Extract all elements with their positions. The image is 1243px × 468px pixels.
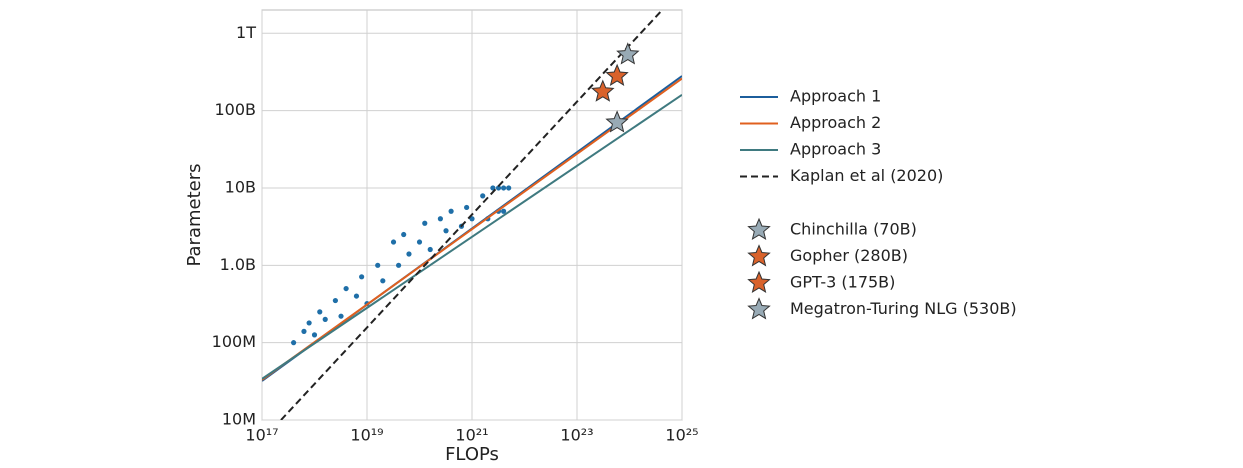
scatter-point bbox=[317, 309, 323, 315]
scatter-point bbox=[469, 216, 475, 222]
scatter-point bbox=[396, 262, 402, 268]
scatter-point bbox=[437, 216, 443, 222]
series-line bbox=[262, 94, 682, 380]
scatter-point bbox=[301, 328, 307, 334]
legend-swatch bbox=[747, 297, 771, 320]
y-tick-label: 1.0B bbox=[220, 255, 256, 274]
scatter-point bbox=[501, 208, 507, 214]
legend-swatch bbox=[747, 217, 771, 240]
scatter-point bbox=[338, 313, 344, 319]
y-tick-label: 1T bbox=[236, 23, 256, 42]
scatter-point bbox=[448, 208, 454, 214]
scatter-point bbox=[406, 251, 412, 257]
scatter-point bbox=[311, 332, 318, 338]
x-tick-label: 10²⁵ bbox=[665, 426, 698, 445]
scatter-point bbox=[359, 274, 365, 280]
y-tick-label: 100B bbox=[214, 100, 256, 119]
scatter-point bbox=[322, 316, 328, 322]
scatter-point bbox=[416, 239, 423, 245]
y-tick-label: 10B bbox=[225, 177, 256, 196]
x-tick-label: 10²³ bbox=[560, 426, 593, 445]
legend-label: Chinchilla (70B) bbox=[790, 220, 917, 239]
x-tick-label: 10¹⁷ bbox=[245, 426, 278, 445]
scatter-point bbox=[495, 185, 502, 191]
star-marker bbox=[605, 110, 629, 133]
scatter-point bbox=[306, 320, 312, 326]
legend-label: Approach 2 bbox=[790, 113, 881, 132]
legend-label: Kaplan et al (2020) bbox=[790, 166, 943, 185]
scatter-point bbox=[291, 340, 297, 346]
star-marker bbox=[591, 79, 615, 102]
scatter-point bbox=[480, 193, 486, 199]
scatter-point bbox=[343, 285, 349, 292]
scatter-point bbox=[422, 220, 428, 226]
scatter-point bbox=[464, 204, 470, 211]
scatter-point bbox=[380, 278, 386, 284]
x-tick-label: 10¹⁹ bbox=[350, 426, 383, 445]
scatter-point bbox=[332, 297, 338, 304]
legend-label: GPT-3 (175B) bbox=[790, 273, 895, 292]
y-tick-label: 100M bbox=[212, 332, 256, 351]
scatter-point bbox=[353, 293, 360, 299]
legend-swatch bbox=[747, 270, 771, 293]
star-marker bbox=[616, 42, 640, 65]
legend-label: Approach 1 bbox=[790, 87, 881, 106]
scatter-point bbox=[501, 185, 507, 191]
star-marker bbox=[605, 63, 629, 86]
legend-swatch bbox=[747, 244, 771, 267]
y-tick-label: 10M bbox=[222, 410, 256, 429]
scatter-point bbox=[401, 231, 407, 238]
x-axis-label: FLOPs bbox=[445, 444, 499, 465]
scatter-point bbox=[443, 228, 449, 234]
scatter-point bbox=[375, 262, 381, 268]
scatter-point bbox=[506, 185, 512, 191]
series-line bbox=[280, 10, 663, 420]
scatter-point bbox=[427, 246, 433, 253]
scatter-point bbox=[390, 239, 397, 245]
y-axis-label: Parameters bbox=[184, 163, 205, 266]
legend-label: Megatron-Turing NLG (530B) bbox=[790, 299, 1017, 318]
legend-label: Approach 3 bbox=[790, 140, 881, 159]
legend-label: Gopher (280B) bbox=[790, 246, 908, 265]
x-tick-label: 10²¹ bbox=[455, 426, 488, 445]
